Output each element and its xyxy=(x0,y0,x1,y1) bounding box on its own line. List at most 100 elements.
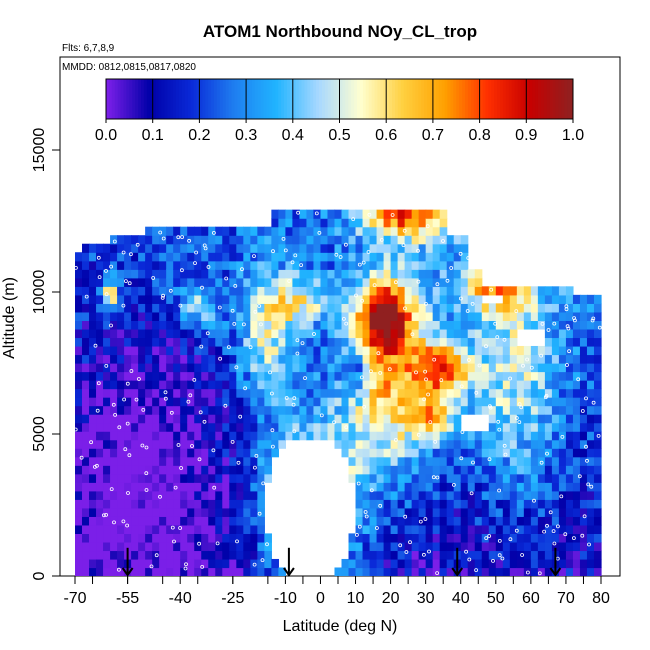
heatmap-cell xyxy=(558,448,567,458)
heatmap-cell xyxy=(138,567,146,576)
sample-point xyxy=(169,410,174,415)
sample-point xyxy=(332,420,337,425)
heatmap-cell xyxy=(103,252,111,262)
heatmap-cell xyxy=(362,448,371,458)
heatmap-cell xyxy=(334,397,343,407)
heatmap-cell xyxy=(145,303,153,313)
heatmap-cell xyxy=(432,345,441,356)
heatmap-cell xyxy=(376,550,385,560)
heatmap-cell xyxy=(208,311,216,321)
heatmap-cell xyxy=(411,567,420,576)
heatmap-cell xyxy=(460,490,469,500)
heatmap-cell xyxy=(460,567,469,576)
heatmap-cell xyxy=(320,260,329,270)
heatmap-cell xyxy=(215,294,223,304)
heatmap-cell xyxy=(362,218,371,228)
heatmap-cell xyxy=(75,303,83,313)
heatmap-cell xyxy=(446,414,455,424)
heatmap-cell xyxy=(579,397,588,407)
heatmap-cell xyxy=(117,286,125,296)
sample-point xyxy=(197,541,202,546)
heatmap-cell xyxy=(411,448,420,458)
heatmap-cell xyxy=(159,363,167,373)
heatmap-cell xyxy=(488,516,497,526)
heatmap-cell xyxy=(138,252,146,262)
heatmap-cell xyxy=(313,243,322,253)
sample-point xyxy=(403,306,407,311)
heatmap-cell xyxy=(404,337,413,347)
heatmap-cell xyxy=(411,490,420,500)
heatmap-cell xyxy=(411,354,420,364)
heatmap-cell xyxy=(439,473,448,483)
heatmap-cell xyxy=(495,363,504,373)
sample-point xyxy=(163,396,168,401)
heatmap-cell xyxy=(460,371,469,381)
heatmap-cell xyxy=(432,286,441,296)
heatmap-cell xyxy=(187,490,195,500)
heatmap-cell xyxy=(383,328,392,339)
heatmap-cell xyxy=(432,388,441,398)
heatmap-cell xyxy=(551,490,560,500)
heatmap-cell xyxy=(558,533,567,543)
heatmap-cell xyxy=(215,235,223,245)
heatmap-cell xyxy=(292,226,301,236)
heatmap-cell xyxy=(208,243,216,253)
heatmap-cell xyxy=(453,371,462,381)
heatmap-cell xyxy=(481,388,490,398)
heatmap-cell xyxy=(453,303,462,313)
heatmap-cell xyxy=(229,567,237,576)
colorbar-segment xyxy=(228,79,233,119)
heatmap-cell xyxy=(362,422,371,432)
sample-point xyxy=(361,260,366,265)
sample-point xyxy=(233,283,238,288)
sample-point xyxy=(590,318,595,323)
heatmap-cell xyxy=(453,473,462,483)
heatmap-cell xyxy=(537,448,546,458)
sample-point xyxy=(217,305,222,310)
heatmap-cell xyxy=(75,482,83,492)
heatmap-cell xyxy=(222,473,230,483)
heatmap-cell xyxy=(502,380,511,390)
heatmap-cell xyxy=(523,354,532,364)
sample-point xyxy=(393,280,398,285)
heatmap-cell xyxy=(327,303,336,313)
heatmap-cell xyxy=(110,345,118,356)
heatmap-cell xyxy=(502,328,511,339)
heatmap-cell xyxy=(418,490,427,500)
heatmap-cell xyxy=(145,380,153,390)
heatmap-cell xyxy=(82,303,90,313)
heatmap-cell xyxy=(222,541,230,552)
heatmap-cell xyxy=(313,294,322,304)
heatmap-cell xyxy=(376,226,385,236)
heatmap-cell xyxy=(82,499,90,509)
heatmap xyxy=(75,209,602,576)
heatmap-cell xyxy=(180,490,188,500)
heatmap-cell xyxy=(362,235,371,245)
sample-point xyxy=(295,351,300,356)
heatmap-cell xyxy=(124,473,132,483)
sample-point xyxy=(291,402,296,407)
heatmap-cell xyxy=(355,567,364,576)
colorbar-segment xyxy=(435,79,440,119)
heatmap-cell xyxy=(341,567,350,576)
heatmap-cell xyxy=(418,337,427,347)
heatmap-cell xyxy=(439,320,448,330)
heatmap-cell xyxy=(404,422,413,432)
heatmap-cell xyxy=(117,567,125,576)
heatmap-cell xyxy=(390,345,399,356)
heatmap-cell xyxy=(530,490,539,500)
colorbar-segment xyxy=(146,79,151,119)
heatmap-cell xyxy=(201,490,209,500)
heatmap-cell xyxy=(201,499,209,509)
heatmap-cell xyxy=(285,218,294,228)
sample-point xyxy=(378,503,383,508)
heatmap-cell xyxy=(467,269,476,279)
heatmap-cell xyxy=(215,277,223,287)
heatmap-cell xyxy=(145,311,153,321)
sample-point xyxy=(200,565,205,569)
heatmap-cell xyxy=(453,516,462,526)
heatmap-cell xyxy=(537,380,546,390)
sample-point xyxy=(121,303,126,308)
heatmap-cell xyxy=(376,431,385,441)
heatmap-cell xyxy=(376,260,385,270)
